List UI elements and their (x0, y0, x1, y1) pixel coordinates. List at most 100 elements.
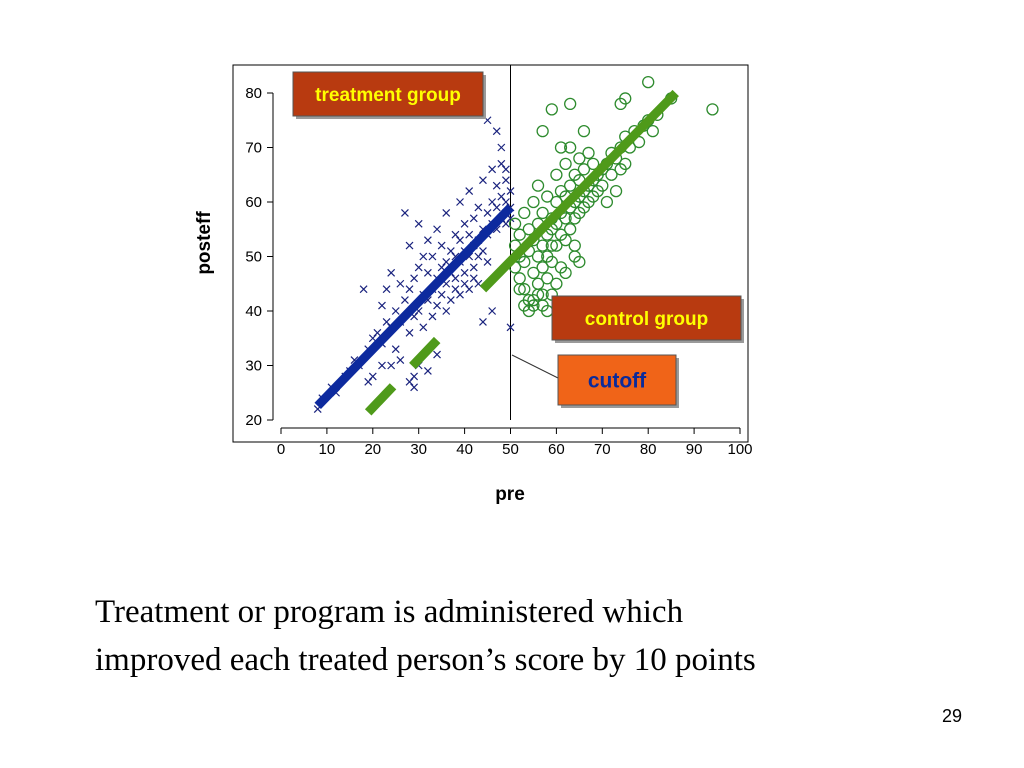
treatment-point (492, 181, 501, 190)
treatment-point (465, 187, 474, 196)
control-point (564, 97, 577, 111)
treatment-point (446, 247, 455, 255)
treatment-point (451, 274, 460, 283)
x-tick-label: 70 (594, 441, 611, 458)
x-tick-label: 0 (277, 441, 285, 458)
control-point (527, 195, 540, 209)
treatment-point (460, 279, 469, 288)
axes: 0 10 20 30 40 50 60 70 80 90 100 20 30 40 50 60 70 80 (245, 65, 753, 458)
treatment-point (368, 372, 377, 381)
treatment-point (488, 307, 497, 315)
control-dashed-line (364, 317, 459, 416)
y-axis-label: posteff (194, 211, 215, 275)
control-point (550, 195, 563, 209)
treatment-point (414, 263, 423, 272)
treatment-group-label-box (292, 71, 484, 117)
control-point (541, 190, 554, 203)
control-point (554, 141, 568, 154)
treatment-point (497, 192, 506, 201)
treatment-point (456, 290, 464, 299)
control-point (564, 141, 577, 154)
control-point (513, 228, 526, 241)
treatment-point (433, 225, 441, 234)
treatment-point (506, 187, 515, 196)
treatment-point (451, 285, 460, 294)
control-point (642, 75, 655, 89)
control-point (573, 255, 586, 269)
control-point (564, 223, 577, 236)
control-point (646, 124, 659, 138)
treatment-solid-line (314, 204, 514, 409)
control-solid-line (479, 89, 679, 293)
x-tick-label: 20 (364, 441, 381, 458)
treatment-point (423, 367, 432, 375)
y-tick-label: 30 (245, 358, 262, 375)
control-point (559, 212, 572, 225)
treatment-point (474, 203, 483, 212)
treatment-point (405, 285, 414, 294)
x-tick-label: 30 (410, 441, 427, 458)
treatment-point (451, 230, 460, 239)
treatment-point (456, 198, 464, 206)
treatment-point (387, 361, 396, 370)
x-tick-label: 80 (640, 441, 657, 458)
treatment-point (469, 214, 478, 223)
control-point (531, 250, 545, 263)
treatment-point (391, 345, 400, 354)
y-tick-label: 60 (245, 194, 262, 211)
treatment-point (405, 241, 414, 250)
y-tick-label: 50 (245, 249, 262, 266)
treatment-point (501, 165, 510, 174)
treatment-point (382, 285, 391, 294)
control-point (596, 179, 609, 192)
control-point (527, 266, 540, 280)
treatment-point (465, 285, 474, 294)
treatment-group-label-text: treatment group (315, 85, 461, 106)
treatment-point (469, 274, 478, 283)
treatment-point (396, 356, 405, 364)
treatment-point (501, 198, 510, 206)
fit-lines (314, 89, 679, 416)
treatment-point (437, 241, 446, 250)
control-point (545, 239, 558, 252)
cutoff-label-box (557, 354, 677, 406)
control-group-label-box (551, 295, 742, 341)
y-tick-label: 40 (245, 303, 262, 320)
x-tick-label: 50 (502, 441, 519, 458)
treatment-point (442, 208, 451, 217)
cutoff-label-text: cutoff (588, 370, 647, 393)
regression-discontinuity-chart: 0 10 20 30 40 50 60 70 80 90 100 20 30 40 50 60 70 80 tre… (194, 64, 753, 505)
x-tick-label: 90 (686, 441, 703, 458)
treatment-point (359, 285, 368, 294)
control-point (559, 233, 572, 247)
control-point (536, 206, 549, 220)
control-point (586, 157, 600, 171)
control-point (559, 266, 572, 280)
control-point (573, 152, 586, 165)
cutoff-pointer (511, 354, 559, 379)
treatment-point (479, 176, 487, 185)
treatment-point (382, 317, 391, 326)
treatment-point (419, 323, 428, 332)
y-tick-label: 80 (245, 85, 262, 102)
treatment-point (387, 268, 396, 277)
control-point (531, 179, 545, 192)
annotation-labels: treatment group control group cutoff (292, 71, 744, 408)
control-point (518, 206, 531, 220)
treatment-point (465, 230, 474, 239)
control-point (508, 217, 522, 230)
control-point (706, 103, 719, 116)
treatment-point (433, 350, 441, 359)
x-axis-label: pre (495, 484, 525, 505)
treatment-point (364, 377, 373, 386)
control-point (577, 163, 591, 176)
control-point (513, 283, 526, 296)
treatment-point (501, 176, 510, 185)
treatment-point (497, 143, 506, 152)
treatment-point (401, 208, 409, 217)
control-point (609, 184, 623, 198)
treatment-point (405, 328, 414, 337)
control-point (619, 157, 632, 171)
y-tick-label: 70 (245, 140, 262, 157)
treatment-point (501, 219, 510, 228)
